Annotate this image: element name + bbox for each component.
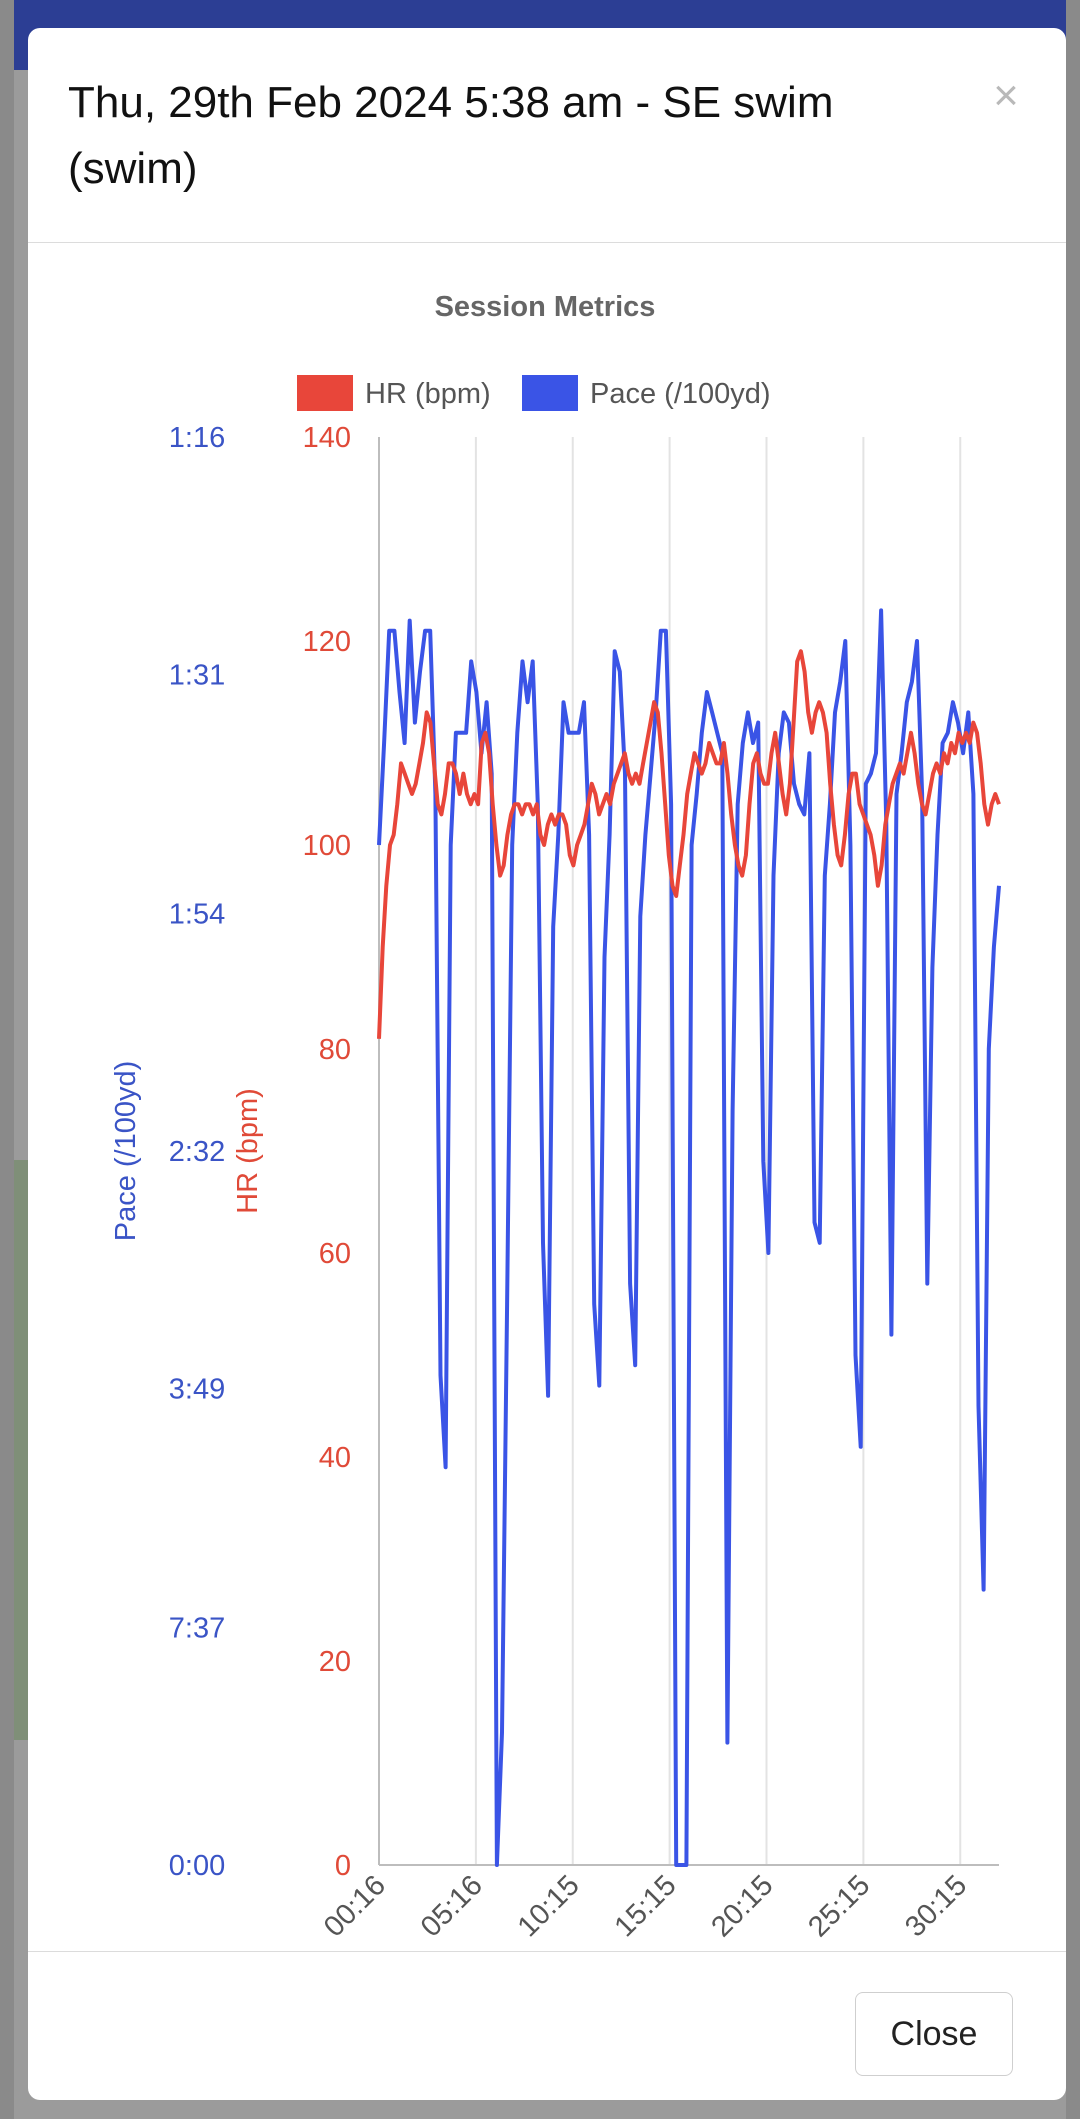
modal-body: Session Metrics HR (bpm) Pace (/100yd) P… xyxy=(28,243,1066,1951)
chart-title: Session Metrics xyxy=(435,291,656,323)
y-tick-label-hr: 100 xyxy=(303,830,351,862)
series-line-hr xyxy=(377,649,1001,1039)
legend-swatch-hr xyxy=(297,375,353,411)
modal-footer: Close xyxy=(28,1951,1066,2100)
x-tick-label: 10:15 xyxy=(512,1869,586,1943)
close-button[interactable]: Close xyxy=(855,1992,1013,2076)
y-axis-title-hr: HR (bpm) xyxy=(232,1088,264,1214)
legend-swatch-pace xyxy=(522,375,578,411)
y-tick-label-pace: 1:31 xyxy=(169,660,225,692)
x-tick-label: 05:16 xyxy=(415,1869,489,1943)
y-tick-label-hr: 120 xyxy=(303,626,351,658)
x-tick-label: 30:15 xyxy=(899,1869,973,1943)
y-tick-label-pace: 7:37 xyxy=(169,1612,225,1644)
y-tick-label-hr: 60 xyxy=(319,1238,351,1270)
modal-title: Thu, 29th Feb 2024 5:38 am - SE swim (sw… xyxy=(68,78,834,193)
y-axis-title-pace: Pace (/100yd) xyxy=(110,1061,142,1242)
y-tick-label-hr: 80 xyxy=(319,1034,351,1066)
legend-label-pace: Pace (/100yd) xyxy=(590,378,771,410)
x-tick-label: 25:15 xyxy=(802,1869,876,1943)
y-tick-label-pace: 1:54 xyxy=(169,898,225,930)
y-tick-label-hr: 40 xyxy=(319,1442,351,1474)
legend: HR (bpm) Pace (/100yd) xyxy=(297,375,771,411)
y-tick-label-pace: 2:32 xyxy=(169,1136,225,1168)
modal-header: Thu, 29th Feb 2024 5:38 am - SE swim (sw… xyxy=(28,28,1066,243)
y-tick-label-pace: 1:16 xyxy=(169,422,225,454)
y-tick-label-hr: 0 xyxy=(335,1850,351,1882)
close-icon[interactable]: × xyxy=(993,71,1019,120)
x-tick-label: 15:15 xyxy=(609,1869,683,1943)
y-tick-label-hr: 20 xyxy=(319,1646,351,1678)
legend-label-hr: HR (bpm) xyxy=(365,378,491,410)
session-metrics-chart: Session Metrics HR (bpm) Pace (/100yd) P… xyxy=(110,291,1001,1943)
y-tick-label-pace: 0:00 xyxy=(169,1850,225,1882)
y-tick-label-pace: 3:49 xyxy=(169,1374,225,1406)
session-modal: Thu, 29th Feb 2024 5:38 am - SE swim (sw… xyxy=(28,28,1066,2100)
y-tick-label-hr: 140 xyxy=(303,422,351,454)
x-tick-label: 00:16 xyxy=(318,1869,392,1943)
x-tick-label: 20:15 xyxy=(706,1869,780,1943)
